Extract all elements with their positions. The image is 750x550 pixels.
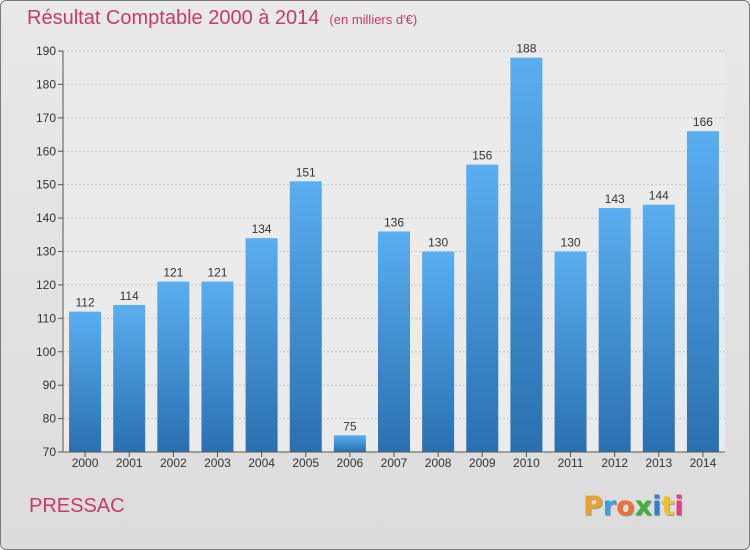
- bar: [113, 304, 146, 452]
- chart-title-unit: (en milliers d'€): [329, 12, 418, 27]
- data-label: 143: [605, 192, 625, 206]
- chart-title-main: Résultat Comptable 2000 à 2014: [27, 7, 320, 29]
- logo-letter: i: [652, 491, 662, 522]
- bar: [466, 164, 499, 452]
- bar: [422, 251, 455, 452]
- data-label: 75: [343, 419, 357, 433]
- data-label: 130: [561, 236, 581, 250]
- bar: [642, 204, 675, 452]
- x-tick-label: 2004: [248, 456, 275, 470]
- bar: [69, 311, 102, 452]
- y-tick-label: 110: [37, 311, 56, 325]
- bar: [686, 131, 719, 452]
- x-tick-label: 2009: [469, 456, 496, 470]
- x-tick-label: 2014: [690, 456, 717, 470]
- data-label: 130: [428, 236, 448, 250]
- y-tick-label: 80: [43, 412, 57, 426]
- bar: [245, 238, 278, 452]
- data-label: 151: [296, 165, 316, 179]
- data-label: 156: [472, 149, 492, 163]
- y-tick-label: 190: [36, 44, 56, 58]
- x-tick-label: 2003: [204, 456, 231, 470]
- y-tick-label: 150: [36, 178, 56, 192]
- data-label: 121: [163, 266, 183, 280]
- x-tick-label: 2007: [381, 456, 408, 470]
- x-tick-label: 2002: [160, 456, 187, 470]
- bar: [598, 208, 631, 452]
- data-label: 144: [649, 189, 669, 203]
- x-tick-label: 2013: [645, 456, 672, 470]
- bar: [201, 281, 234, 452]
- chart-title: Résultat Comptable 2000 à 2014 (en millie…: [27, 7, 417, 35]
- x-tick-label: 2000: [72, 456, 99, 470]
- x-tick-label: 2011: [558, 456, 584, 470]
- data-label: 114: [120, 289, 139, 303]
- y-tick-label: 170: [36, 111, 56, 125]
- bar: [289, 181, 322, 452]
- data-label: 136: [384, 215, 404, 229]
- data-label: 166: [693, 115, 713, 129]
- logo-letter: i: [674, 491, 684, 522]
- bar: [510, 57, 543, 452]
- x-tick-label: 2010: [513, 456, 540, 470]
- bar: [554, 251, 587, 452]
- commune-name: PRESSAC: [29, 495, 125, 517]
- bar: [378, 231, 410, 452]
- proxiti-logo: Proxiti: [583, 491, 684, 522]
- bar: [333, 435, 366, 452]
- y-tick-label: 100: [36, 345, 56, 359]
- x-tick-label: 2005: [292, 456, 319, 470]
- bar: [157, 281, 190, 452]
- logo-letter: t: [661, 491, 675, 522]
- y-tick-label: 140: [36, 211, 56, 225]
- y-tick-label: 160: [36, 144, 56, 158]
- y-tick-label: 130: [36, 245, 56, 259]
- x-tick-label: 2001: [116, 456, 143, 470]
- logo-letter: o: [616, 491, 635, 522]
- y-tick-label: 70: [43, 445, 57, 459]
- y-tick-label: 180: [36, 77, 56, 91]
- y-tick-label: 120: [36, 278, 56, 292]
- data-label: 134: [252, 222, 272, 236]
- logo-letter: r: [602, 491, 617, 522]
- y-tick-label: 90: [43, 378, 57, 392]
- logo-letter: P: [583, 491, 603, 522]
- x-tick-label: 2012: [601, 456, 628, 470]
- data-label: 188: [516, 42, 536, 56]
- x-tick-label: 2006: [337, 456, 364, 470]
- data-label: 112: [75, 296, 94, 310]
- logo-letter: x: [634, 491, 653, 522]
- x-tick-label: 2008: [425, 456, 452, 470]
- data-label: 121: [207, 266, 227, 280]
